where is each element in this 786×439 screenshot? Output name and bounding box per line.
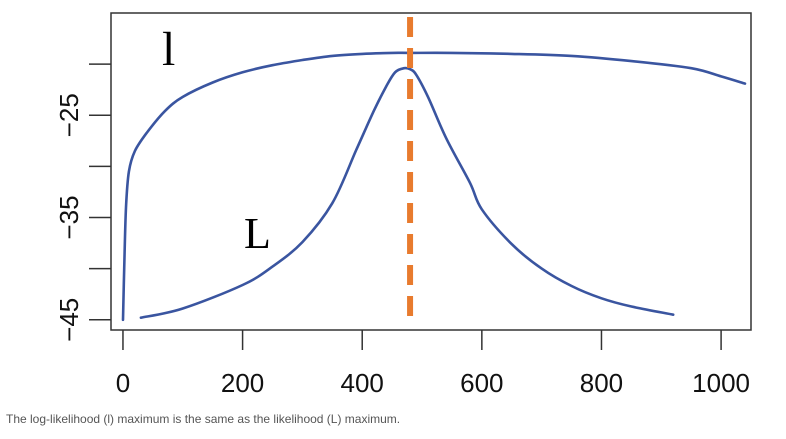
x-tick-label: 200 bbox=[221, 368, 264, 398]
x-tick-label: 800 bbox=[580, 368, 623, 398]
likelihood-curve bbox=[139, 66, 675, 319]
x-axis: 0 200 400 600 800 1000 bbox=[116, 330, 750, 398]
x-tick-label: 600 bbox=[460, 368, 503, 398]
log-likelihood-curve bbox=[121, 51, 747, 322]
series-layer bbox=[121, 51, 747, 322]
plot-frame bbox=[110, 12, 752, 331]
likelihood-chart: −45 −35 −25 0 200 400 600 800 1000 l L bbox=[54, 12, 752, 398]
x-tick-label: 400 bbox=[341, 368, 384, 398]
y-tick-label: −25 bbox=[54, 93, 84, 137]
curve-label-l: l bbox=[162, 23, 175, 76]
x-tick-label: 1000 bbox=[692, 368, 750, 398]
figure-caption: The log-likelihood (l) maximum is the sa… bbox=[6, 412, 401, 426]
y-tick-label: −45 bbox=[54, 298, 84, 342]
y-axis: −45 −35 −25 bbox=[54, 63, 111, 342]
x-tick-label: 0 bbox=[116, 368, 130, 398]
curve-label-L: L bbox=[244, 209, 271, 258]
y-tick-label: −35 bbox=[54, 195, 84, 239]
